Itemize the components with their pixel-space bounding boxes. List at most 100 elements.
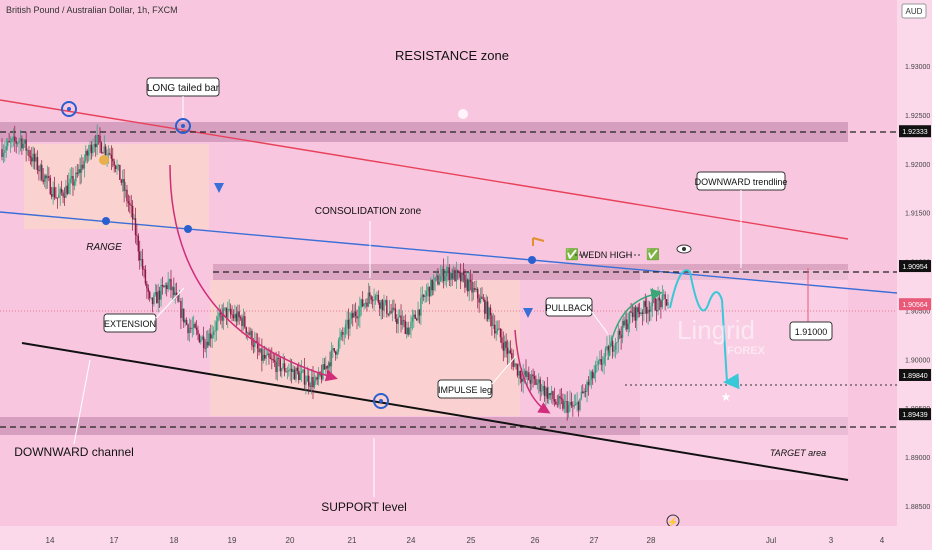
candle-body	[264, 354, 266, 359]
candle-body	[184, 320, 186, 323]
candle-body	[325, 365, 327, 370]
candle-body	[566, 401, 568, 413]
candle-body	[342, 332, 344, 335]
candle-body	[255, 340, 257, 342]
candle-body	[21, 138, 23, 149]
candle-body	[357, 316, 360, 319]
candle-body	[53, 187, 56, 198]
candle-body	[48, 176, 50, 178]
candle-body	[508, 350, 510, 354]
candle-body	[70, 176, 73, 179]
candle-body	[633, 307, 635, 318]
candle-body	[210, 333, 212, 339]
candle-body	[616, 341, 618, 344]
candle-body	[317, 372, 320, 380]
x-tick-label-8: 26	[531, 536, 540, 545]
candle-body	[462, 272, 465, 275]
candle-body	[664, 294, 666, 300]
candle-body	[478, 298, 480, 303]
candle-body	[424, 296, 426, 298]
candle-body	[513, 363, 516, 367]
candle-body	[144, 269, 147, 284]
impulse-leg-label: IMPULSE leg	[438, 385, 492, 395]
candle-body	[583, 391, 585, 394]
range-label: RANGE	[86, 242, 122, 253]
candle-body	[540, 390, 543, 392]
candle-body	[560, 398, 563, 400]
candle-body	[457, 270, 459, 273]
candle-body	[79, 169, 81, 173]
candle-body	[231, 314, 233, 316]
target-price-box	[789, 321, 833, 341]
candle-body	[320, 374, 323, 380]
candle-body	[550, 391, 553, 396]
candle-body	[600, 359, 602, 365]
candle-body	[5, 146, 7, 151]
candle-body	[414, 314, 416, 319]
candle-body	[445, 271, 448, 277]
candle-body	[59, 188, 61, 195]
candle-body	[124, 189, 127, 192]
settings-icon[interactable]	[458, 109, 468, 119]
rocket-down-icon-2	[523, 308, 533, 318]
candle-body	[299, 373, 301, 381]
candle-body	[644, 301, 646, 307]
x-tick-label-9: 27	[590, 536, 599, 545]
candle-body	[43, 175, 46, 182]
candle-body	[397, 317, 399, 324]
candle-body	[139, 251, 141, 261]
time-axis[interactable]	[0, 526, 897, 550]
candle-body	[194, 323, 196, 328]
pullback-label: PULLBACK	[545, 303, 592, 313]
candle-body	[384, 300, 387, 303]
candle-body	[120, 179, 122, 183]
candle-body	[288, 370, 290, 372]
candle-body	[66, 185, 69, 194]
price-axis[interactable]	[897, 0, 932, 550]
candle-body	[593, 373, 595, 379]
y-tick-label-6: 1.90000	[905, 357, 930, 364]
candle-body	[432, 281, 435, 291]
resistance-trendline	[0, 99, 849, 240]
candle-body	[99, 135, 101, 143]
candle-body	[131, 205, 134, 220]
candle-body	[271, 358, 273, 360]
candle-body	[567, 404, 570, 413]
candle-body	[530, 374, 533, 384]
candle-body	[636, 307, 638, 321]
x-tick-label-10: 28	[647, 536, 656, 545]
candle-body	[205, 341, 208, 349]
candle-body	[133, 218, 135, 220]
candle-body	[198, 334, 201, 343]
candle-body	[266, 353, 269, 355]
candle-body	[104, 146, 107, 156]
long-tailed-bar-label: LONG tailed bar	[147, 83, 220, 94]
currency-badge[interactable]	[901, 3, 927, 19]
candle-body	[82, 164, 84, 169]
candle-body	[486, 301, 489, 320]
y-tick-label-2: 1.92000	[905, 162, 930, 169]
candle-body	[667, 302, 669, 306]
candle-body	[484, 299, 486, 314]
candle-body	[465, 279, 468, 288]
candle-body	[279, 359, 282, 372]
candle-body	[553, 399, 556, 402]
candles-layer	[1, 124, 669, 421]
candle-body	[391, 307, 394, 313]
x-tick-label-6: 24	[407, 536, 416, 545]
y-tick-label-5: 1.90500	[905, 308, 930, 315]
candle-body	[401, 320, 404, 325]
candle-body	[258, 348, 260, 353]
x-tick-label-12: 3	[829, 536, 834, 545]
candle-body	[552, 391, 554, 400]
candle-body	[380, 300, 382, 309]
candle-body	[143, 269, 145, 271]
candle-body	[75, 172, 77, 182]
candle-body	[489, 307, 492, 316]
candle-body	[488, 307, 490, 320]
candle-body	[628, 311, 631, 324]
candle-body	[363, 303, 365, 307]
candle-body	[174, 292, 176, 296]
candle-body	[400, 315, 402, 325]
